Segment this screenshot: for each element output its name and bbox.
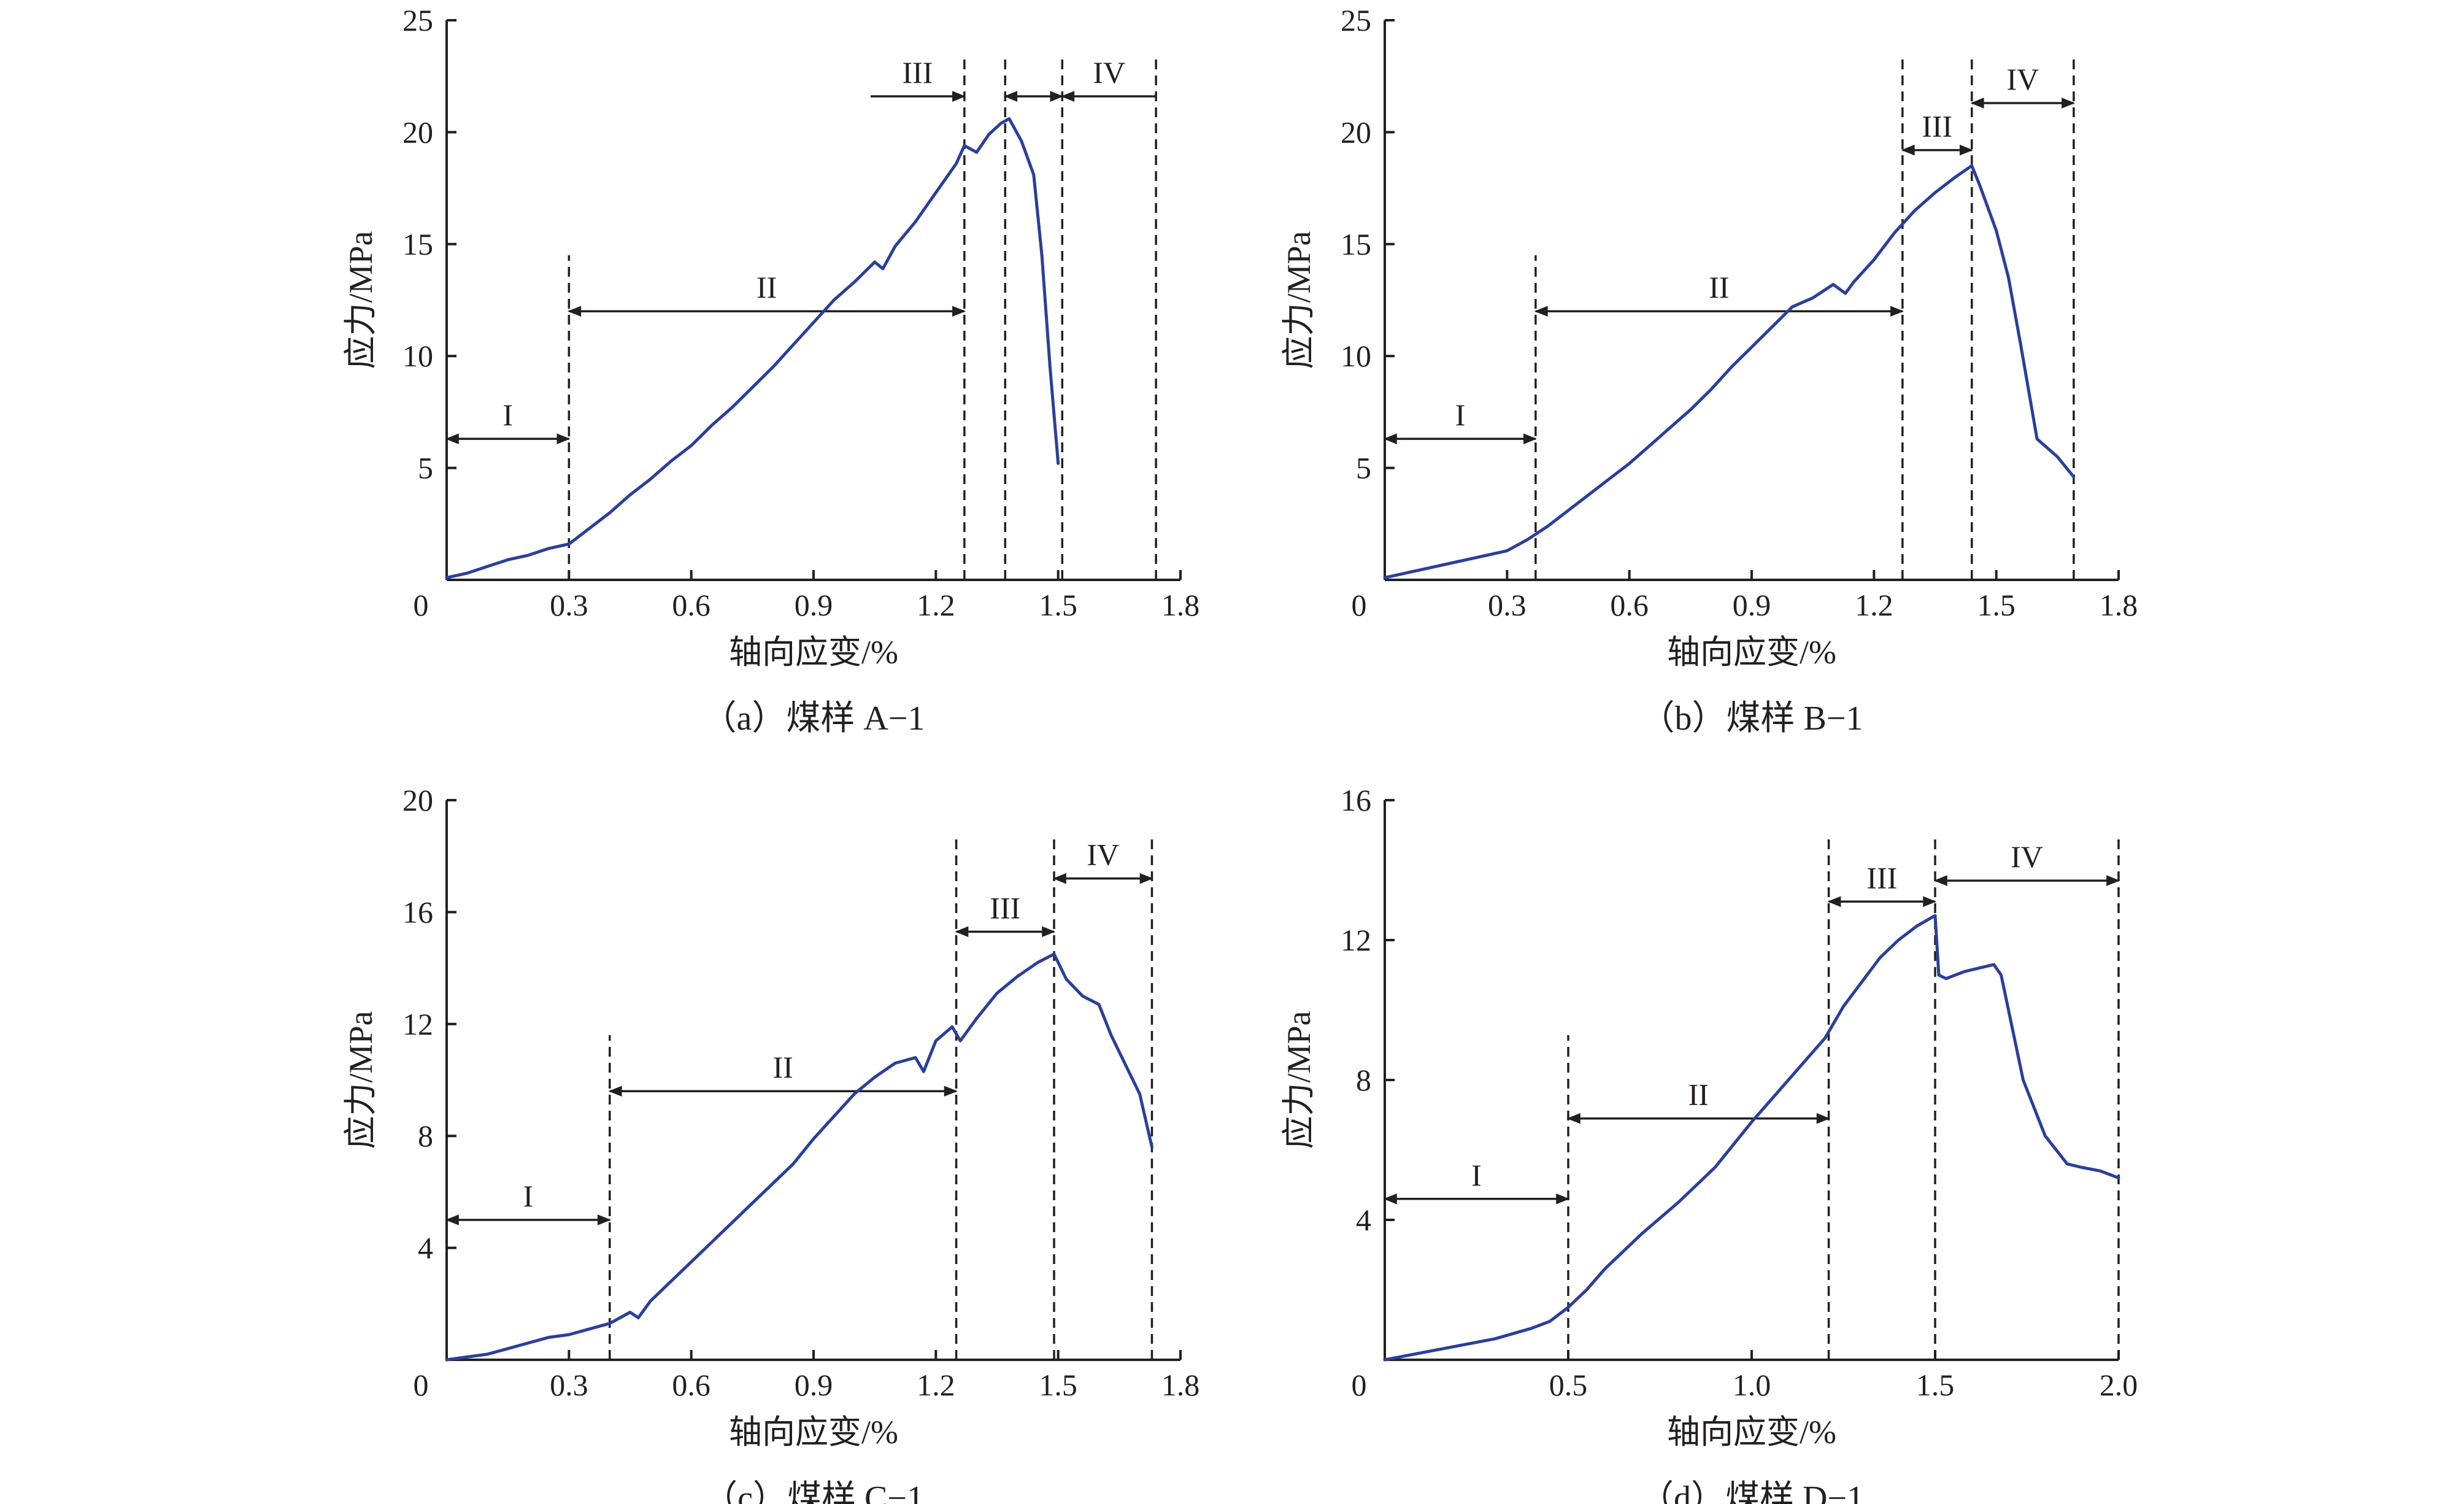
y-tick-label: 4 xyxy=(1356,1203,1371,1237)
phase-label-i: I xyxy=(502,398,513,432)
x-tick-label: 0.5 xyxy=(1549,1368,1588,1402)
panel-caption: （a）煤样 A−1 xyxy=(703,700,925,738)
phase-label-ii: II xyxy=(1709,270,1729,304)
y-axis-label: 应力/MPa xyxy=(342,231,379,369)
x-tick-label: 2.0 xyxy=(2100,1368,2138,1402)
x-tick-label: 0.9 xyxy=(795,1368,833,1402)
x-tick-label: 1.2 xyxy=(917,1368,955,1402)
x-tick-label: 1.8 xyxy=(1161,1368,1200,1402)
phase-label-iii: III xyxy=(990,890,1020,925)
y-tick-label: 4 xyxy=(418,1231,433,1265)
x-tick-label: 1.2 xyxy=(1855,588,1893,622)
y-axis-label: 应力/MPa xyxy=(342,1011,379,1149)
y-tick-label: 25 xyxy=(1341,3,1371,37)
x-tick-label: 1.5 xyxy=(1916,1368,1955,1402)
x-tick-label: 0.6 xyxy=(672,1368,710,1402)
y-tick-label: 5 xyxy=(418,451,433,485)
y-tick-label: 10 xyxy=(402,339,433,373)
y-tick-label: 16 xyxy=(402,895,433,929)
chart-panel-d: 0 0.5 1.0 1.5 2.0 4 8 12 16 轴向应变/% 应力/MPa （d）煤样 D−1… xyxy=(1280,783,2138,1504)
stress-strain-curve xyxy=(1383,914,2120,1362)
x-tick-label: 1.8 xyxy=(1161,588,1200,622)
x-tick-label: 0.9 xyxy=(795,588,833,622)
y-tick-label: 12 xyxy=(1341,923,1371,957)
x-tick-label: 0.9 xyxy=(1733,588,1771,622)
x-tick-label: 0 xyxy=(1352,1368,1367,1402)
x-tick-label: 1.2 xyxy=(917,588,955,622)
phase-label-iv: IV xyxy=(1087,838,1119,872)
chart-panel-a: 0 0.3 0.6 0.9 1.2 1.5 1.8 5 10 15 20 25 轴向应变/% 应力/MPa… xyxy=(342,3,1199,738)
phase-label-iii: III xyxy=(1866,860,1897,895)
stress-strain-curve xyxy=(445,117,1060,579)
y-tick-label: 15 xyxy=(402,227,433,261)
y-tick-label: 5 xyxy=(1356,451,1371,485)
panel-caption: （c）煤样 C−1 xyxy=(703,1479,924,1504)
y-axis-label: 应力/MPa xyxy=(1280,1011,1317,1149)
panel-caption: （d）煤样 D−1 xyxy=(1639,1479,1864,1504)
stress-strain-curve xyxy=(1383,164,2076,579)
phase-label-iv: IV xyxy=(1093,55,1125,90)
x-tick-label: 0.3 xyxy=(550,588,588,622)
y-tick-label: 20 xyxy=(402,783,433,817)
chart-panel-c: 0 0.3 0.6 0.9 1.2 1.5 1.8 4 8 12 16 20 轴向应变/% 应力/MPa （… xyxy=(342,783,1199,1504)
x-axis-label: 轴向应变/% xyxy=(729,634,898,671)
phase-label-iii: III xyxy=(1922,109,1952,144)
phase-label-ii: II xyxy=(773,1050,793,1084)
x-tick-label: 0.6 xyxy=(672,588,710,622)
x-tick-label: 1.0 xyxy=(1733,1368,1771,1402)
y-tick-label: 20 xyxy=(1341,115,1371,149)
y-axis-label: 应力/MPa xyxy=(1280,231,1317,369)
y-tick-label: 15 xyxy=(1341,227,1371,261)
x-tick-label: 1.5 xyxy=(1039,1368,1077,1402)
x-tick-label: 0 xyxy=(414,1368,429,1402)
phase-label-i: I xyxy=(1455,398,1466,432)
phase-label-iii: III xyxy=(902,55,933,90)
phase-label-i: I xyxy=(1471,1158,1482,1192)
x-axis-label: 轴向应变/% xyxy=(1667,1414,1836,1451)
x-axis-label: 轴向应变/% xyxy=(729,1414,898,1451)
y-tick-label: 16 xyxy=(1341,783,1371,817)
x-tick-label: 0.3 xyxy=(550,1368,588,1402)
y-tick-label: 12 xyxy=(402,1007,433,1041)
x-tick-label: 0 xyxy=(414,588,429,622)
phase-label-ii: II xyxy=(757,270,777,304)
phase-label-iv: IV xyxy=(2006,62,2039,96)
x-tick-label: 1.5 xyxy=(1039,588,1077,622)
phase-label-iv: IV xyxy=(2011,839,2043,874)
x-tick-label: 1.5 xyxy=(1977,588,2015,622)
y-tick-label: 20 xyxy=(402,115,433,149)
stress-strain-curve xyxy=(445,952,1153,1362)
chart-panel-b: 0 0.3 0.6 0.9 1.2 1.5 1.8 5 10 15 20 25 轴向应变/% 应力/MPa… xyxy=(1280,3,2138,738)
y-tick-label: 8 xyxy=(418,1119,433,1153)
y-tick-label: 8 xyxy=(1356,1063,1371,1097)
x-tick-label: 0 xyxy=(1352,588,1367,622)
phase-label-i: I xyxy=(523,1179,534,1213)
y-tick-label: 25 xyxy=(402,3,433,37)
panel-caption: （b）煤样 B−1 xyxy=(1641,700,1863,738)
phase-label-ii: II xyxy=(1688,1078,1709,1112)
y-tick-label: 10 xyxy=(1341,339,1371,373)
x-tick-label: 0.3 xyxy=(1488,588,1527,622)
x-tick-label: 0.6 xyxy=(1610,588,1649,622)
x-tick-label: 1.8 xyxy=(2100,588,2138,622)
x-axis-label: 轴向应变/% xyxy=(1667,634,1836,671)
